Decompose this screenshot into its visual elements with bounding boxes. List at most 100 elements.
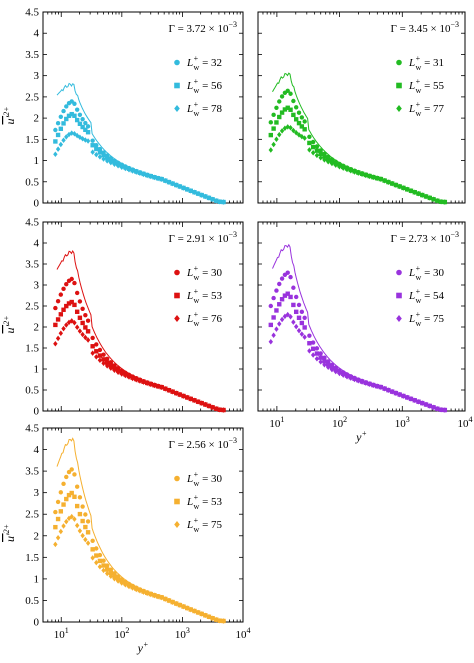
data-point <box>344 166 350 173</box>
data-point <box>72 494 77 499</box>
data-point <box>74 117 80 123</box>
data-point <box>386 179 391 185</box>
legend-marker <box>174 59 180 66</box>
data-point <box>126 167 132 173</box>
data-point <box>53 322 58 328</box>
legend-entry: L+ w = 30 <box>408 264 445 282</box>
data-point <box>115 369 121 375</box>
data-point <box>427 403 432 409</box>
x-tick-label: 104 <box>236 626 251 641</box>
data-point <box>104 158 110 164</box>
data-point <box>152 592 157 599</box>
data-point <box>123 165 128 172</box>
y-tick-label: 2.5 <box>25 509 39 521</box>
data-point <box>104 570 110 577</box>
data-point <box>166 597 172 604</box>
data-point <box>271 141 276 148</box>
legend-entry: L+ w = 55 <box>408 77 445 95</box>
data-point <box>214 197 219 204</box>
data-point <box>85 519 91 524</box>
data-point <box>188 606 194 613</box>
data-point <box>274 120 279 125</box>
data-point <box>329 160 335 167</box>
data-point <box>296 315 302 321</box>
data-point <box>61 307 66 312</box>
data-point <box>210 196 215 203</box>
data-point <box>221 407 226 413</box>
data-point <box>170 180 175 187</box>
data-point <box>288 274 293 280</box>
data-point <box>352 169 357 175</box>
legend-entry: L+ w = 78 <box>186 100 223 118</box>
data-point <box>293 105 299 110</box>
data-point <box>69 513 74 520</box>
data-point <box>74 132 80 139</box>
data-point <box>307 147 312 153</box>
data-point <box>271 315 276 320</box>
data-point <box>69 467 74 472</box>
data-point <box>177 391 183 398</box>
data-point <box>94 349 99 354</box>
data-point <box>83 524 88 530</box>
data-point <box>348 375 353 381</box>
data-point <box>217 199 223 205</box>
x-axis-label: y+ <box>355 429 367 444</box>
data-point <box>55 132 61 138</box>
data-point <box>337 163 342 170</box>
series-3 <box>268 311 448 413</box>
data-point <box>279 297 285 302</box>
data-point <box>85 329 91 334</box>
gamma-annotation: Γ = 3.72 × 10−3 <box>168 20 237 35</box>
data-point <box>405 394 410 401</box>
legend-entry: L+ w = 76 <box>186 310 223 328</box>
data-point <box>159 176 164 183</box>
data-point <box>61 108 66 114</box>
data-point <box>55 146 61 152</box>
data-point <box>97 357 103 363</box>
data-point <box>104 567 110 572</box>
legend-marker <box>396 105 402 112</box>
data-point <box>299 124 305 129</box>
gamma-annotation: Γ = 2.56 × 10−3 <box>168 436 237 451</box>
data-point <box>217 407 223 413</box>
data-point <box>58 141 64 148</box>
data-point <box>423 401 429 408</box>
data-point <box>401 185 406 191</box>
data-point <box>318 148 323 153</box>
data-point <box>141 379 146 385</box>
data-point <box>55 335 61 342</box>
data-point <box>299 331 305 337</box>
data-point <box>221 618 226 624</box>
data-point <box>64 496 69 502</box>
data-point <box>302 127 307 132</box>
data-point <box>69 276 74 282</box>
data-point <box>285 88 290 94</box>
data-point <box>282 293 288 298</box>
data-point <box>58 126 64 132</box>
data-point <box>85 337 91 343</box>
legend-entry: L+ w = 31 <box>408 54 444 72</box>
data-point <box>126 583 132 590</box>
data-point <box>285 291 290 296</box>
data-point <box>341 372 346 378</box>
data-point <box>389 388 395 395</box>
y-axis-label: u'2+ <box>2 524 17 542</box>
legend-entry: L+ w = 56 <box>186 77 223 95</box>
data-point <box>77 121 83 126</box>
data-point <box>274 288 279 293</box>
data-point <box>61 502 66 507</box>
data-point <box>72 280 77 286</box>
data-point <box>108 573 114 580</box>
data-point <box>55 535 61 541</box>
y-tick-label: 4.5 <box>25 217 39 229</box>
chart-panel-top-right: Γ = 3.45 × 10−3 L+ w = 31 L+ w = 55 L+ w = 77 <box>257 11 466 205</box>
data-point <box>363 172 369 179</box>
data-point <box>77 528 83 534</box>
data-point <box>302 135 307 141</box>
data-point <box>203 193 208 200</box>
data-point <box>279 110 285 115</box>
data-point <box>302 334 307 340</box>
data-point <box>359 171 365 177</box>
data-point <box>199 400 204 406</box>
data-point <box>217 617 223 624</box>
